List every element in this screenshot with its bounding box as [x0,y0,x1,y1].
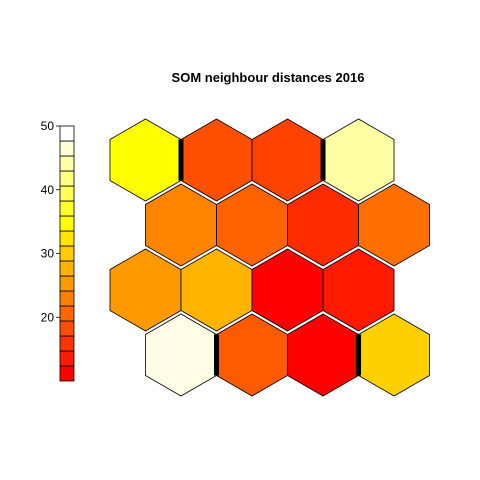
chart-title: SOM neighbour distances 2016 [172,70,365,85]
hex-cell-r3-c1 [145,183,217,267]
legend-swatch-2 [59,350,75,367]
legend-swatch-3 [59,335,75,352]
legend-swatch-9 [59,245,75,262]
legend-swatch-7 [59,275,75,292]
color-legend: 20 30 40 50 [41,119,75,382]
hex-cell-r2-c1 [109,248,182,332]
legend-swatch-16 [59,140,75,157]
legend-swatch-13 [59,185,75,202]
hex-cell-r4-c2 [180,118,253,202]
hex-cell-r2-c4 [322,248,395,332]
hex-cell-r3-c2 [216,183,288,267]
legend-tick-label-40: 40 [41,183,55,197]
hex-cell-r4-c4 [322,118,395,202]
hex-cell-r1-c3 [287,313,359,397]
legend-swatch-6 [59,290,75,307]
hex-cell-r1-c2 [216,313,288,397]
legend-swatch-8 [59,260,75,277]
legend-swatch-10 [59,230,75,247]
legend-tick-label-50: 50 [41,119,55,133]
hex-cell-r1-c4 [358,313,430,397]
legend-swatch-5 [59,305,75,322]
legend-swatch-14 [59,170,75,187]
legend-swatch-12 [59,200,75,217]
hex-cell-r1-c1 [145,313,217,397]
hex-cell-r3-c4 [358,183,430,267]
legend-swatch-4 [59,320,75,337]
cluster-boundaries [178,139,362,376]
legend-swatch-11 [59,215,75,232]
hex-cell-r4-c1 [109,118,182,202]
hex-cell-r2-c3 [251,248,324,332]
hex-cell-r4-c3 [251,118,324,202]
legend-swatch-17 [59,125,75,142]
hex-grid [109,118,430,397]
legend-swatch-15 [59,155,75,172]
legend-tick-label-30: 30 [41,247,55,261]
legend-tick-label-20: 20 [41,310,55,324]
legend-swatch-1 [59,365,75,382]
hex-cell-r2-c2 [180,248,253,332]
hex-cell-r3-c3 [287,183,359,267]
